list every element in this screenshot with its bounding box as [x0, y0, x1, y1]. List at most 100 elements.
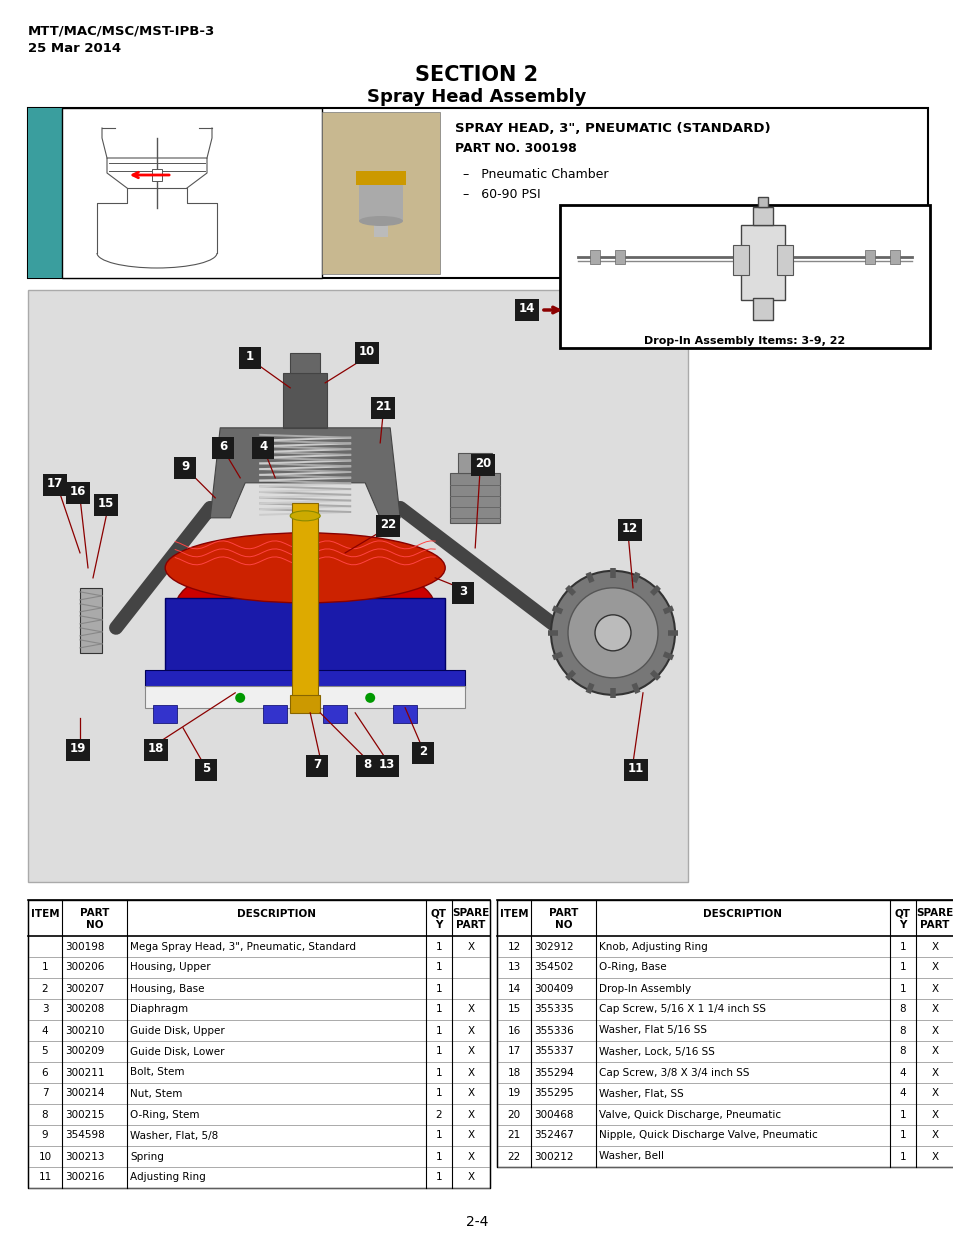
Text: 300210: 300210 — [65, 1025, 104, 1035]
Text: Cap Screw, 5/16 X 1 1/4 inch SS: Cap Screw, 5/16 X 1 1/4 inch SS — [598, 1004, 765, 1014]
Bar — [174, 457, 196, 479]
Text: 355336: 355336 — [534, 1025, 573, 1035]
Text: 1: 1 — [436, 1025, 442, 1035]
Bar — [515, 299, 538, 321]
Text: 1: 1 — [436, 1130, 442, 1140]
Text: 3: 3 — [42, 1004, 49, 1014]
Text: 18: 18 — [148, 742, 164, 756]
Text: Washer, Bell: Washer, Bell — [598, 1151, 663, 1161]
Bar — [358, 179, 402, 221]
Bar — [457, 453, 492, 473]
Text: ITEM: ITEM — [499, 909, 528, 919]
Text: 8: 8 — [899, 1025, 905, 1035]
Text: X: X — [467, 1067, 474, 1077]
Bar — [66, 482, 90, 504]
Bar — [777, 245, 793, 275]
Text: X: X — [467, 941, 474, 951]
Bar — [144, 739, 168, 761]
Text: 300211: 300211 — [65, 1067, 105, 1077]
Bar — [753, 207, 773, 225]
Text: 19: 19 — [507, 1088, 520, 1098]
Text: X: X — [930, 1088, 938, 1098]
Circle shape — [235, 693, 245, 703]
Bar — [283, 373, 327, 427]
Text: 6: 6 — [219, 441, 227, 453]
Text: Guide Disk, Lower: Guide Disk, Lower — [130, 1046, 224, 1056]
Text: Y: Y — [435, 920, 442, 930]
Text: O-Ring, Stem: O-Ring, Stem — [130, 1109, 199, 1119]
Bar — [758, 198, 768, 207]
Text: 355294: 355294 — [534, 1067, 573, 1077]
Text: PART: PART — [456, 920, 485, 930]
Bar — [412, 742, 434, 763]
Text: 21: 21 — [507, 1130, 520, 1140]
Bar — [864, 249, 874, 264]
Bar — [290, 695, 320, 713]
Text: Housing, Base: Housing, Base — [130, 983, 204, 993]
Text: 8: 8 — [899, 1046, 905, 1056]
Text: 300209: 300209 — [65, 1046, 104, 1056]
Text: X: X — [467, 1130, 474, 1140]
Text: 17: 17 — [47, 478, 63, 490]
Text: Washer, Flat 5/16 SS: Washer, Flat 5/16 SS — [598, 1025, 706, 1035]
Text: 16: 16 — [507, 1025, 520, 1035]
Text: X: X — [467, 1046, 474, 1056]
Text: 14: 14 — [507, 983, 520, 993]
Bar — [471, 453, 495, 475]
Bar — [290, 353, 320, 373]
Text: Adjusting Ring: Adjusting Ring — [130, 1172, 206, 1182]
Bar — [145, 685, 465, 708]
Text: 1: 1 — [899, 941, 905, 951]
Bar — [306, 755, 328, 777]
Text: X: X — [930, 1109, 938, 1119]
Text: 20: 20 — [507, 1109, 520, 1119]
Text: 15: 15 — [507, 1004, 520, 1014]
Text: 8: 8 — [42, 1109, 49, 1119]
Text: 1: 1 — [899, 1109, 905, 1119]
Text: Valve, Quick Discharge, Pneumatic: Valve, Quick Discharge, Pneumatic — [598, 1109, 781, 1119]
Text: 300409: 300409 — [534, 983, 573, 993]
Text: 4: 4 — [899, 1088, 905, 1098]
Text: X: X — [930, 1046, 938, 1056]
Text: 10: 10 — [358, 346, 375, 358]
Bar — [194, 758, 216, 781]
Text: 15: 15 — [98, 498, 114, 510]
Text: X: X — [930, 941, 938, 951]
Text: 355335: 355335 — [534, 1004, 573, 1014]
Text: 25 Mar 2014: 25 Mar 2014 — [28, 42, 121, 56]
Circle shape — [365, 693, 375, 703]
Text: 4: 4 — [259, 441, 267, 453]
Text: 1: 1 — [436, 1046, 442, 1056]
Text: 6: 6 — [42, 1067, 49, 1077]
Text: 5: 5 — [42, 1046, 49, 1056]
Text: X: X — [930, 1151, 938, 1161]
Ellipse shape — [290, 511, 320, 521]
Text: 8: 8 — [363, 758, 371, 772]
Bar — [94, 494, 118, 516]
Text: SPRAY HEAD, 3", PNEUMATIC (STANDARD): SPRAY HEAD, 3", PNEUMATIC (STANDARD) — [455, 122, 770, 135]
Text: 19: 19 — [70, 742, 86, 756]
Text: Drop-In Assembly Items: 3-9, 22: Drop-In Assembly Items: 3-9, 22 — [643, 336, 844, 346]
Bar — [263, 705, 287, 722]
Bar — [371, 396, 395, 419]
Text: X: X — [467, 1025, 474, 1035]
Text: Nut, Stem: Nut, Stem — [130, 1088, 182, 1098]
Bar — [740, 225, 784, 300]
Bar — [28, 900, 490, 1188]
Bar — [43, 474, 67, 495]
Text: 1: 1 — [436, 1151, 442, 1161]
Bar — [450, 473, 499, 522]
Text: 4: 4 — [899, 1067, 905, 1077]
Text: 1: 1 — [436, 1004, 442, 1014]
Text: O-Ring, Base: O-Ring, Base — [598, 962, 666, 972]
Text: QT: QT — [431, 908, 447, 918]
Text: Washer, Lock, 5/16 SS: Washer, Lock, 5/16 SS — [598, 1046, 714, 1056]
Text: Guide Disk, Upper: Guide Disk, Upper — [130, 1025, 225, 1035]
Text: 11: 11 — [38, 1172, 51, 1182]
Text: 355295: 355295 — [534, 1088, 573, 1098]
Bar — [239, 347, 261, 369]
Text: 1: 1 — [899, 1151, 905, 1161]
Bar — [28, 107, 927, 278]
Bar — [252, 437, 274, 459]
Text: 12: 12 — [507, 941, 520, 951]
